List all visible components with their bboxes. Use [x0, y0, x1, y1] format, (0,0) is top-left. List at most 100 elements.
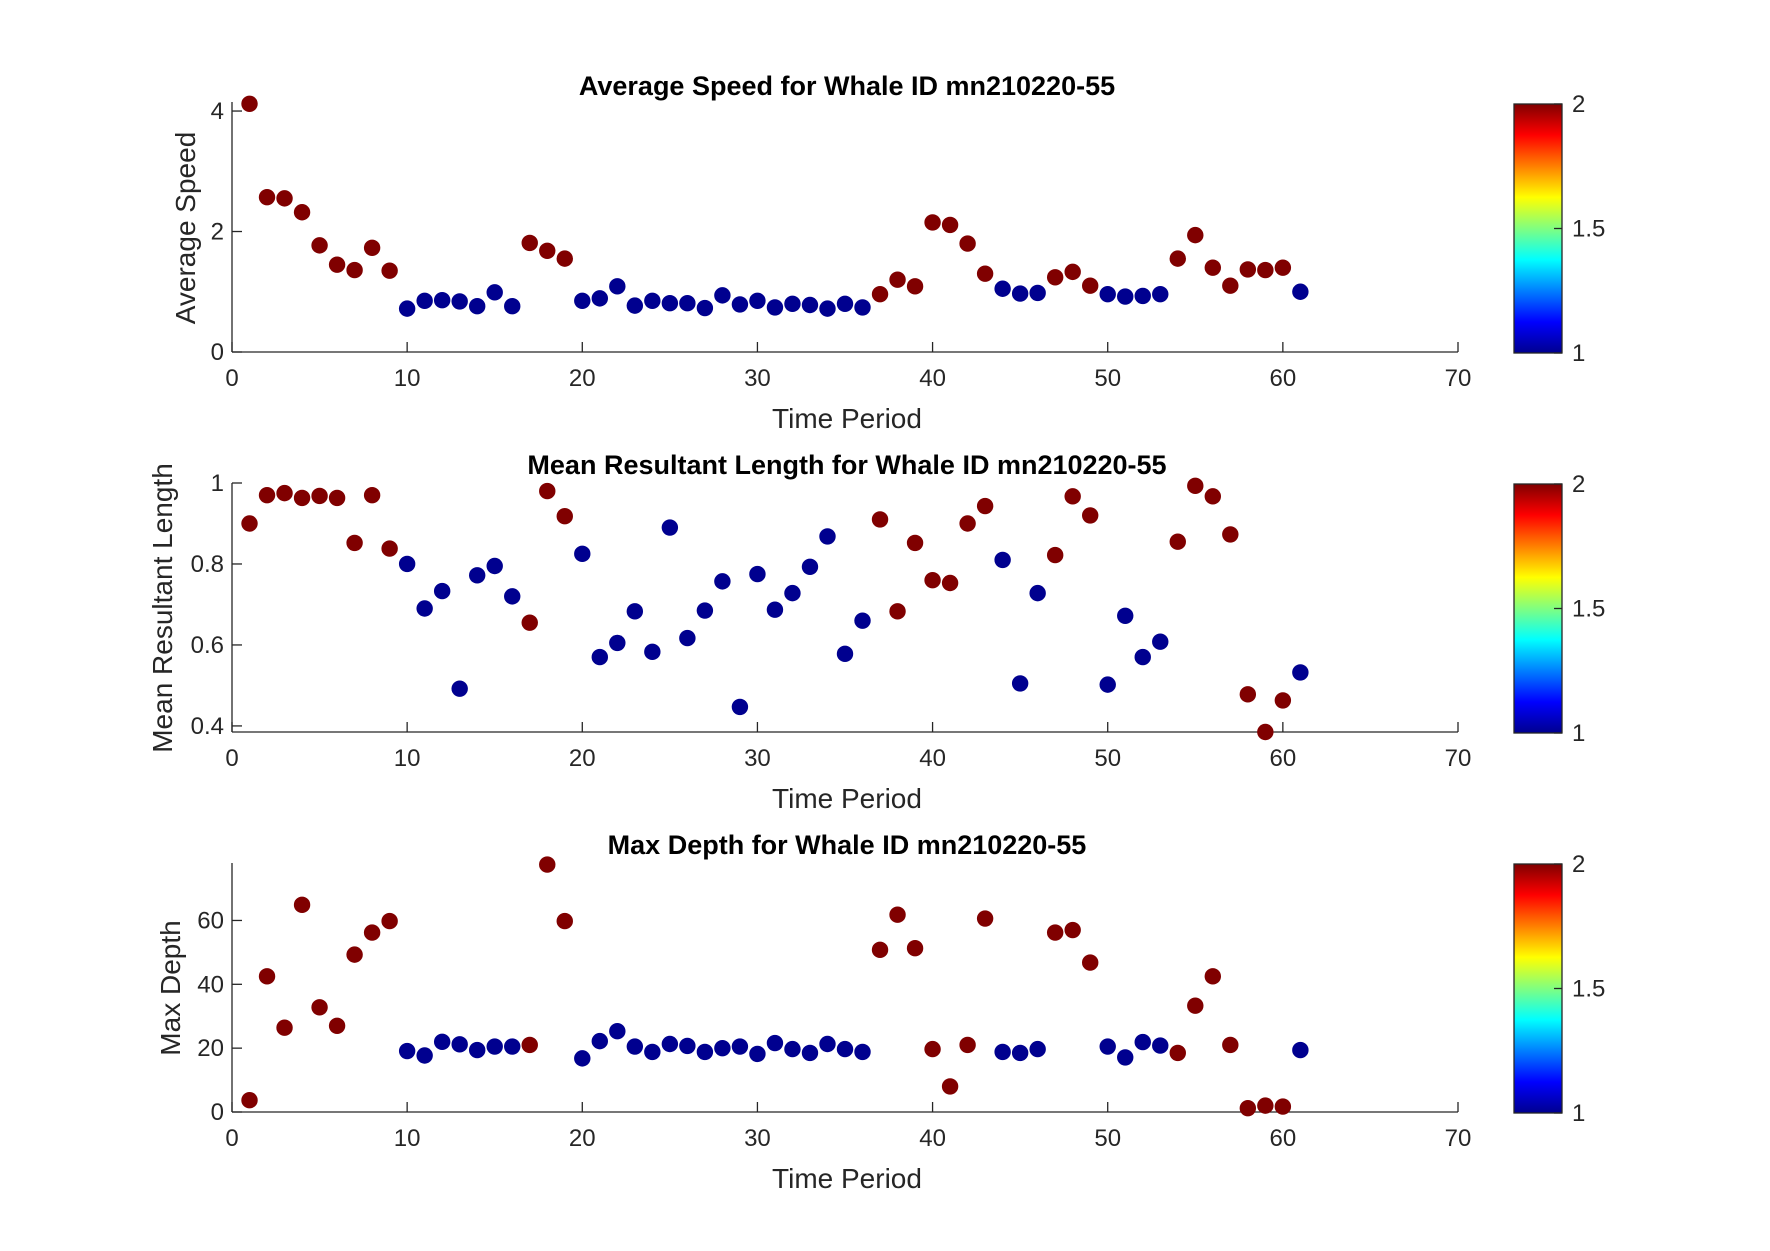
data-point: [661, 1035, 679, 1053]
colorbar-ticks: 11.52: [1554, 851, 1605, 1127]
data-point: [836, 645, 854, 663]
data-point: [574, 545, 591, 563]
colorbar-tick-label: 2: [1572, 471, 1585, 498]
data-point: [1257, 1097, 1274, 1114]
data-point: [1204, 488, 1222, 505]
y-axis-label: Average Speed: [170, 132, 201, 325]
data-point: [679, 1037, 696, 1055]
data-point: [924, 1040, 941, 1058]
data-point: [1222, 1036, 1239, 1054]
data-point: [766, 299, 784, 316]
data-point: [609, 278, 626, 295]
data-point: [819, 528, 836, 545]
data-point: [346, 946, 363, 963]
colorbar-tick-label: 2: [1572, 91, 1585, 118]
x-tick-label: 20: [569, 1125, 596, 1152]
data-point: [416, 600, 433, 617]
data-point: [906, 278, 924, 295]
data-point: [1239, 686, 1257, 703]
data-point: [398, 1042, 416, 1060]
data-point: [433, 291, 451, 309]
data-point: [836, 1040, 854, 1058]
y-axis-label: Mean Resultant Length: [147, 463, 178, 753]
data-point: [1029, 284, 1046, 302]
x-tick-label: 50: [1094, 365, 1121, 392]
data-point: [591, 1032, 608, 1050]
data-point: [486, 1038, 503, 1055]
data-point: [451, 293, 468, 310]
data-point: [241, 1091, 258, 1109]
data-point: [469, 1041, 486, 1059]
x-axis-label: Time Period: [772, 403, 922, 434]
data-point: [1064, 921, 1081, 939]
data-point: [854, 299, 871, 316]
y-tick-label: 0.8: [191, 551, 224, 578]
data-point: [994, 551, 1011, 569]
x-axis-label: Time Period: [772, 1163, 922, 1194]
chart-title: Mean Resultant Length for Whale ID mn210…: [527, 450, 1166, 480]
data-point: [1152, 285, 1169, 303]
data-point: [556, 250, 573, 267]
data-point: [591, 290, 608, 307]
data-point: [924, 571, 941, 589]
panel-average-speed: Average Speed for Whale ID mn210220-55 0…: [170, 71, 1605, 434]
colorbar-tick-label: 1.5: [1572, 976, 1605, 1003]
data-point: [1292, 664, 1309, 681]
data-point: [889, 271, 906, 288]
data-point: [1046, 546, 1064, 564]
data-point: [258, 188, 276, 206]
x-tick-label: 10: [394, 365, 421, 392]
data-point: [1187, 997, 1204, 1014]
data-point: [854, 612, 871, 629]
colorbar-tick-label: 2: [1572, 851, 1585, 878]
data-point: [469, 298, 486, 315]
y-tick-label: 2: [211, 219, 224, 246]
y-ticks: 0 20 40 60: [197, 907, 242, 1126]
data-point: [556, 912, 573, 930]
x-tick-label: 30: [744, 745, 771, 772]
data-point: [941, 1078, 959, 1095]
x-tick-label: 70: [1445, 365, 1472, 392]
colorbar-tick-label: 1: [1572, 340, 1585, 367]
data-point: [784, 584, 801, 602]
chart-title: Max Depth for Whale ID mn210220-55: [608, 830, 1087, 860]
data-point: [889, 603, 906, 620]
colorbar: 11.52: [1513, 851, 1605, 1127]
x-tick-label: 0: [225, 1125, 238, 1152]
data-point: [311, 999, 328, 1016]
data-point: [766, 601, 784, 618]
y-tick-label: 0.4: [191, 713, 224, 740]
data-point: [1152, 1037, 1169, 1054]
data-point: [328, 489, 346, 507]
y-tick-label: 60: [197, 907, 224, 934]
data-point: [1257, 723, 1274, 741]
data-point: [1011, 285, 1029, 302]
data-point: [258, 486, 276, 504]
data-point: [363, 239, 381, 256]
x-tick-label: 0: [225, 745, 238, 772]
data-point: [346, 261, 363, 279]
plot-area: [231, 102, 1458, 353]
data-point: [293, 489, 311, 507]
data-point: [504, 588, 521, 605]
data-point: [941, 574, 959, 592]
data-point: [363, 486, 381, 504]
data-point: [1222, 277, 1239, 294]
data-point: [679, 295, 696, 312]
data-point: [451, 680, 468, 697]
data-point: [801, 296, 819, 314]
y-tick-label: 4: [211, 98, 224, 125]
data-point: [381, 912, 398, 930]
data-point: [311, 237, 328, 254]
panel-max-depth: Max Depth for Whale ID mn210220-55 0 10 20…: [155, 830, 1605, 1194]
data-point: [924, 214, 941, 231]
x-ticks: 0 10 20 30 40 50 60 70: [225, 342, 1471, 392]
data-point: [1117, 288, 1134, 305]
data-point: [749, 1045, 766, 1063]
data-point: [433, 1033, 451, 1050]
x-tick-label: 60: [1270, 1125, 1297, 1152]
data-point: [1011, 1044, 1029, 1062]
data-point: [1117, 1049, 1134, 1066]
data-point: [241, 95, 258, 113]
data-point: [1134, 648, 1151, 666]
